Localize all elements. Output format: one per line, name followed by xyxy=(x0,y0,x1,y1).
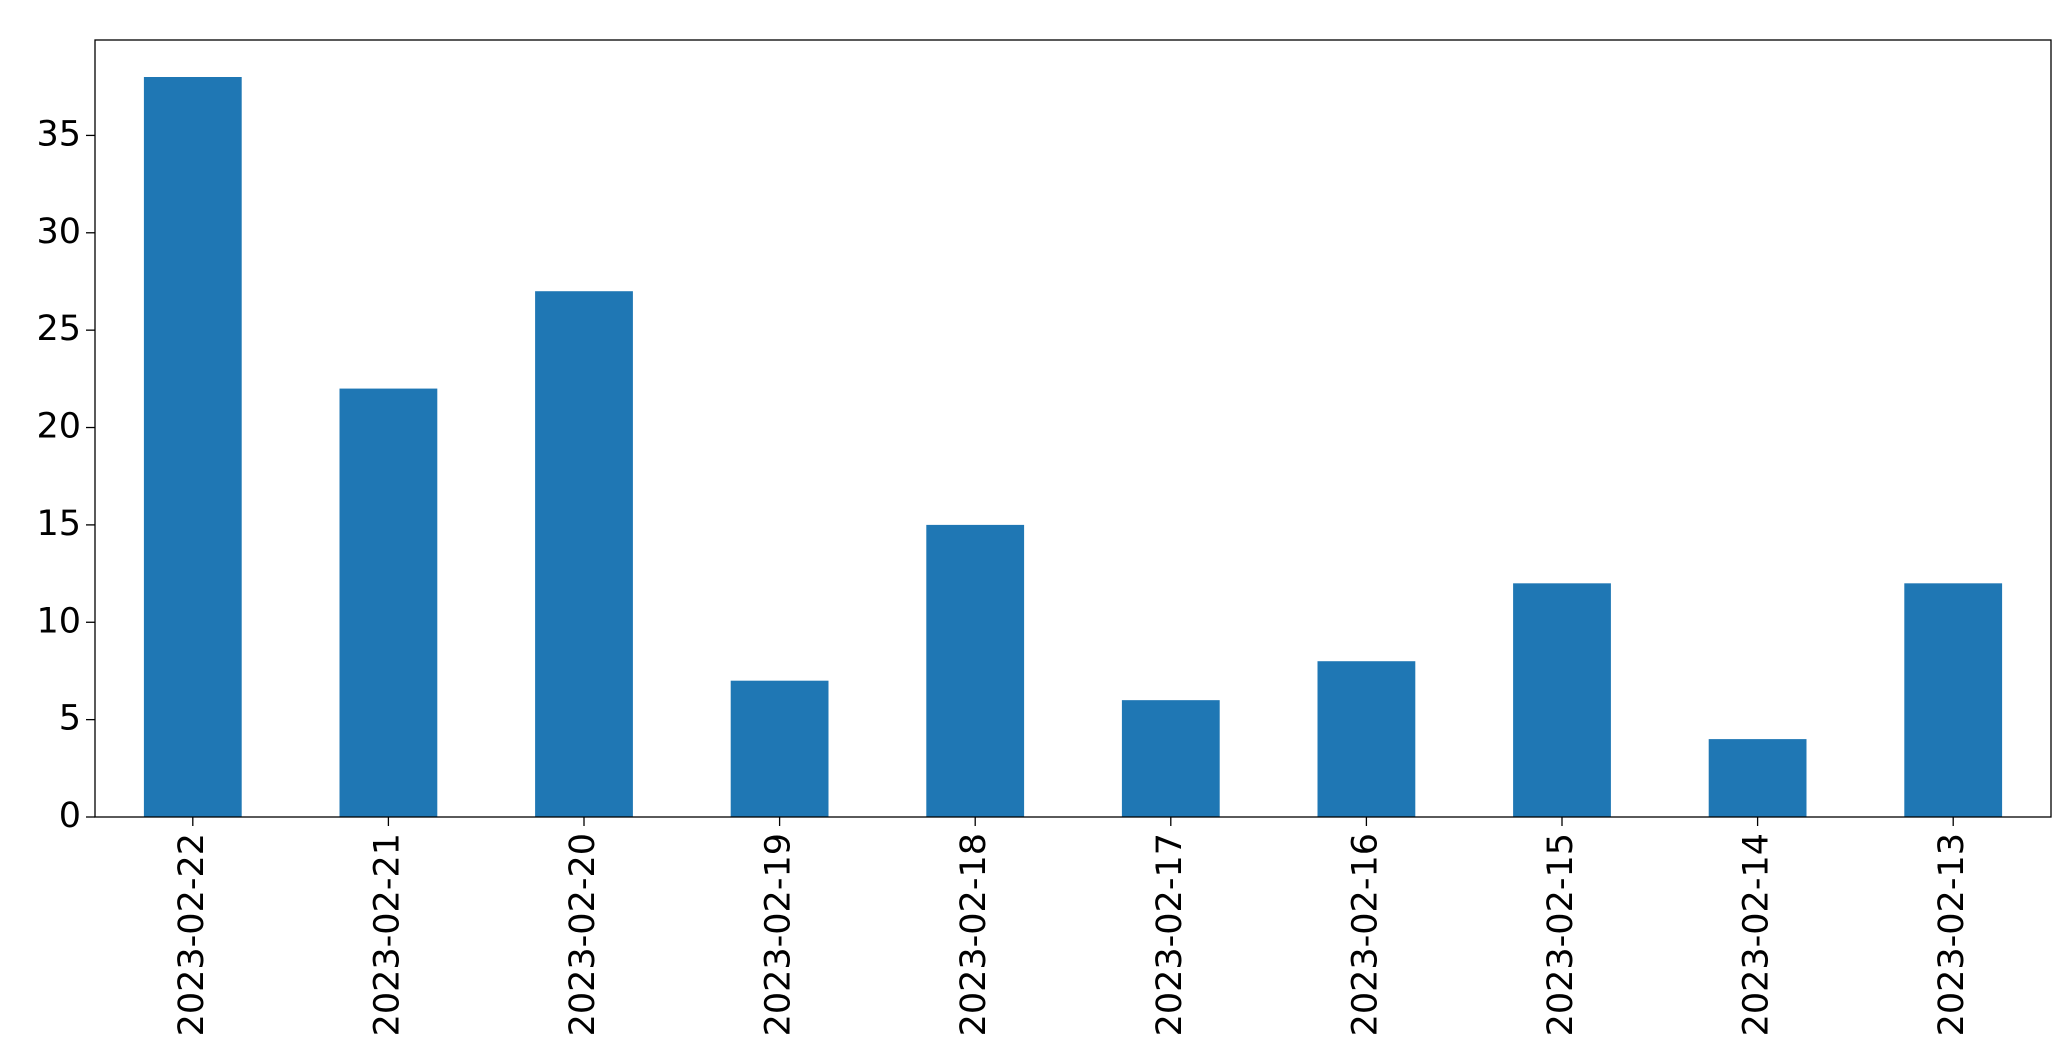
bar xyxy=(535,291,633,817)
x-tick-label: 2023-02-16 xyxy=(1345,833,1385,1036)
x-tick-label: 2023-02-19 xyxy=(759,833,799,1036)
bar xyxy=(1904,583,2003,817)
bar xyxy=(339,388,438,817)
y-tick-label: 15 xyxy=(36,504,81,544)
plot-frame xyxy=(94,39,2052,818)
bar xyxy=(1708,739,1807,817)
y-tick-label: 20 xyxy=(36,407,81,447)
bar xyxy=(1317,661,1416,817)
bar xyxy=(143,77,242,817)
x-tick-label: 2023-02-22 xyxy=(172,833,212,1036)
y-tick-label: 5 xyxy=(59,699,81,739)
y-tick-label: 35 xyxy=(36,114,81,154)
y-tick-label: 10 xyxy=(36,601,81,641)
bar xyxy=(926,524,1025,817)
bar xyxy=(730,680,829,817)
y-tick-label: 0 xyxy=(59,796,81,836)
x-tick-label: 2023-02-17 xyxy=(1150,833,1190,1036)
y-tick-label: 30 xyxy=(36,212,81,252)
x-tick-label: 2023-02-20 xyxy=(563,833,603,1036)
bar xyxy=(1513,583,1611,817)
bar xyxy=(1121,700,1220,817)
x-tick-label: 2023-02-21 xyxy=(367,833,407,1036)
y-tick-label: 25 xyxy=(36,309,81,349)
x-tick-label: 2023-02-14 xyxy=(1737,833,1777,1036)
x-tick-label: 2023-02-13 xyxy=(1932,833,1972,1036)
x-tick-label: 2023-02-15 xyxy=(1541,833,1581,1036)
x-tick-label: 2023-02-18 xyxy=(954,833,994,1036)
